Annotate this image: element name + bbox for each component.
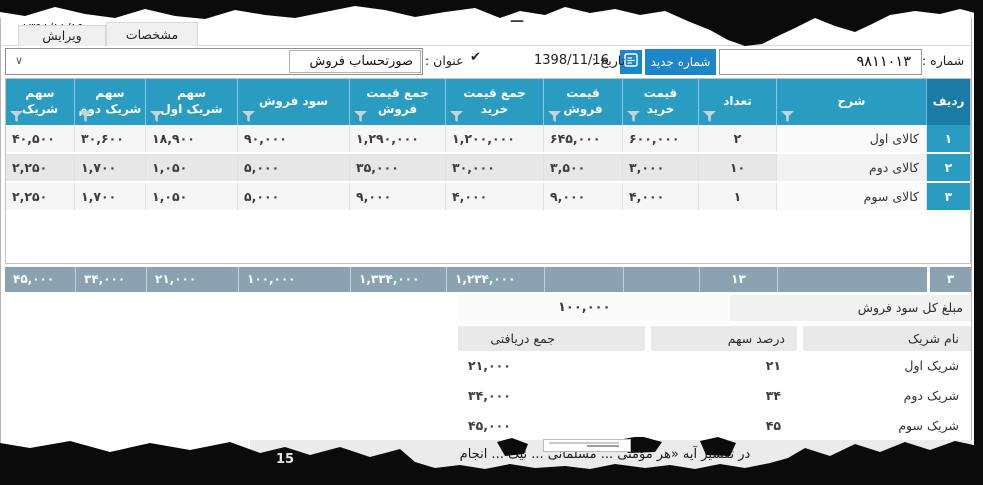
col-header-row-number[interactable]: ردیف [926, 79, 970, 125]
chevron-down-icon[interactable]: ∨ [15, 54, 24, 67]
filter-icon [79, 111, 92, 122]
summary-partner2: ۳۴,۰۰۰ [75, 267, 146, 292]
partner-row: شریک دوم ۳۴ ۳۴,۰۰۰ [468, 388, 959, 403]
partner-row: شریک اول ۲۱ ۲۱,۰۰۰ [468, 358, 959, 373]
number-label: شماره : [922, 53, 965, 68]
filter-icon [450, 111, 463, 122]
torn-right-edge [974, 0, 983, 485]
summary-partner3: ۴۵,۰۰۰ [13, 272, 55, 286]
torn-page-number: 15 [276, 452, 295, 467]
summary-partner1: ۲۱,۰۰۰ [146, 267, 238, 292]
checkmark-icon: ✔ [470, 50, 481, 65]
col-header-partner2-share[interactable]: سهم شریک دوم [74, 79, 145, 125]
summary-row-count: ۳ [927, 267, 971, 292]
filter-icon [242, 111, 255, 122]
col-header-quantity[interactable]: تعداد [698, 79, 776, 125]
filter-icon [10, 111, 23, 122]
partners-col-name: نام شریک [803, 326, 971, 351]
col-header-profit[interactable]: سود فروش [237, 79, 349, 125]
grid-header-row: ردیف شرح تعداد قیمت خرید قیمت فروش جمع ق… [6, 79, 970, 125]
col-header-buy-price[interactable]: قیمت خرید [622, 79, 698, 125]
tab-edit[interactable]: ویرایش [18, 25, 106, 46]
total-profit-label: مبلغ کل سود فروش [730, 295, 971, 321]
col-header-sell-price[interactable]: قیمت فروش [543, 79, 622, 125]
summary-buy-total: ۱,۲۳۴,۰۰۰ [446, 267, 544, 292]
date-field[interactable]: 1398/11/16 [534, 53, 609, 68]
filter-icon [150, 111, 163, 122]
col-header-description[interactable]: شرح [776, 79, 926, 125]
col-header-partner1-share[interactable]: سهم شریک اول [145, 79, 237, 125]
filter-icon [703, 111, 716, 122]
summary-profit: ۱۰۰,۰۰۰ [238, 267, 350, 292]
date-label: تاریخ : [592, 53, 626, 68]
table-row[interactable]: ۲ کالای دوم ۱۰ ۳,۰۰۰ ۳,۵۰۰ ۳۰,۰۰۰ ۳۵,۰۰۰… [6, 154, 970, 183]
partners-header-row: نام شریک درصد سهم جمع دریافتی [458, 326, 971, 351]
summary-quantity: ۱۳ [699, 267, 777, 292]
partners-col-amount: جمع دریافتی [458, 326, 645, 351]
col-header-sell-total[interactable]: جمع قیمت فروش [349, 79, 445, 125]
total-profit-value: ۱۰۰,۰۰۰ [458, 295, 728, 321]
table-row[interactable]: ۱ کالای اول ۲ ۶۰۰,۰۰۰ ۶۴۵,۰۰۰ ۱,۲۰۰,۰۰۰ … [6, 125, 970, 154]
table-row[interactable]: ۳ کالای سوم ۱ ۴,۰۰۰ ۹,۰۰۰ ۴,۰۰۰ ۹,۰۰۰ ۵,… [6, 183, 970, 212]
title-combobox[interactable]: صورتحساب فروش ∨ [5, 48, 423, 75]
calendar-icon [624, 53, 638, 71]
filter-icon [627, 111, 640, 122]
tab-specifications[interactable]: مشخصات [106, 22, 198, 46]
window-left-border [0, 18, 1, 455]
minimize-button[interactable]: — [510, 13, 524, 29]
summary-sell-total: ۱,۳۳۴,۰۰۰ [350, 267, 446, 292]
title-combobox-value[interactable]: صورتحساب فروش [289, 50, 421, 73]
invoice-grid: ردیف شرح تعداد قیمت خرید قیمت فروش جمع ق… [5, 78, 971, 264]
col-header-partner-share[interactable]: سهم شریک [6, 79, 74, 125]
filter-icon [548, 111, 561, 122]
filter-icon [354, 111, 367, 122]
col-header-buy-total[interactable]: جمع قیمت خرید [445, 79, 543, 125]
new-number-button[interactable]: شماره جدید [645, 49, 716, 75]
partners-col-percent: درصد سهم [651, 326, 797, 351]
filter-icon [781, 111, 794, 122]
partners-table: نام شریک درصد سهم جمع دریافتی شریک اول ۲… [458, 326, 971, 441]
window-right-border [971, 18, 972, 450]
grid-summary-row: ۳ ۱۳ ۱,۲۳۴,۰۰۰ ۱,۳۳۴,۰۰۰ ۱۰۰,۰۰۰ ۲۱,۰۰۰ … [5, 267, 971, 292]
torn-mini-window-fragment [543, 439, 631, 452]
calendar-picker-button[interactable] [620, 50, 642, 74]
partner-row: شریک سوم ۴۵ ۴۵,۰۰۰ [468, 418, 959, 433]
title-label: عنوان : [425, 53, 464, 68]
number-input[interactable]: ۹۸۱۱۰۱۳ [719, 49, 922, 75]
